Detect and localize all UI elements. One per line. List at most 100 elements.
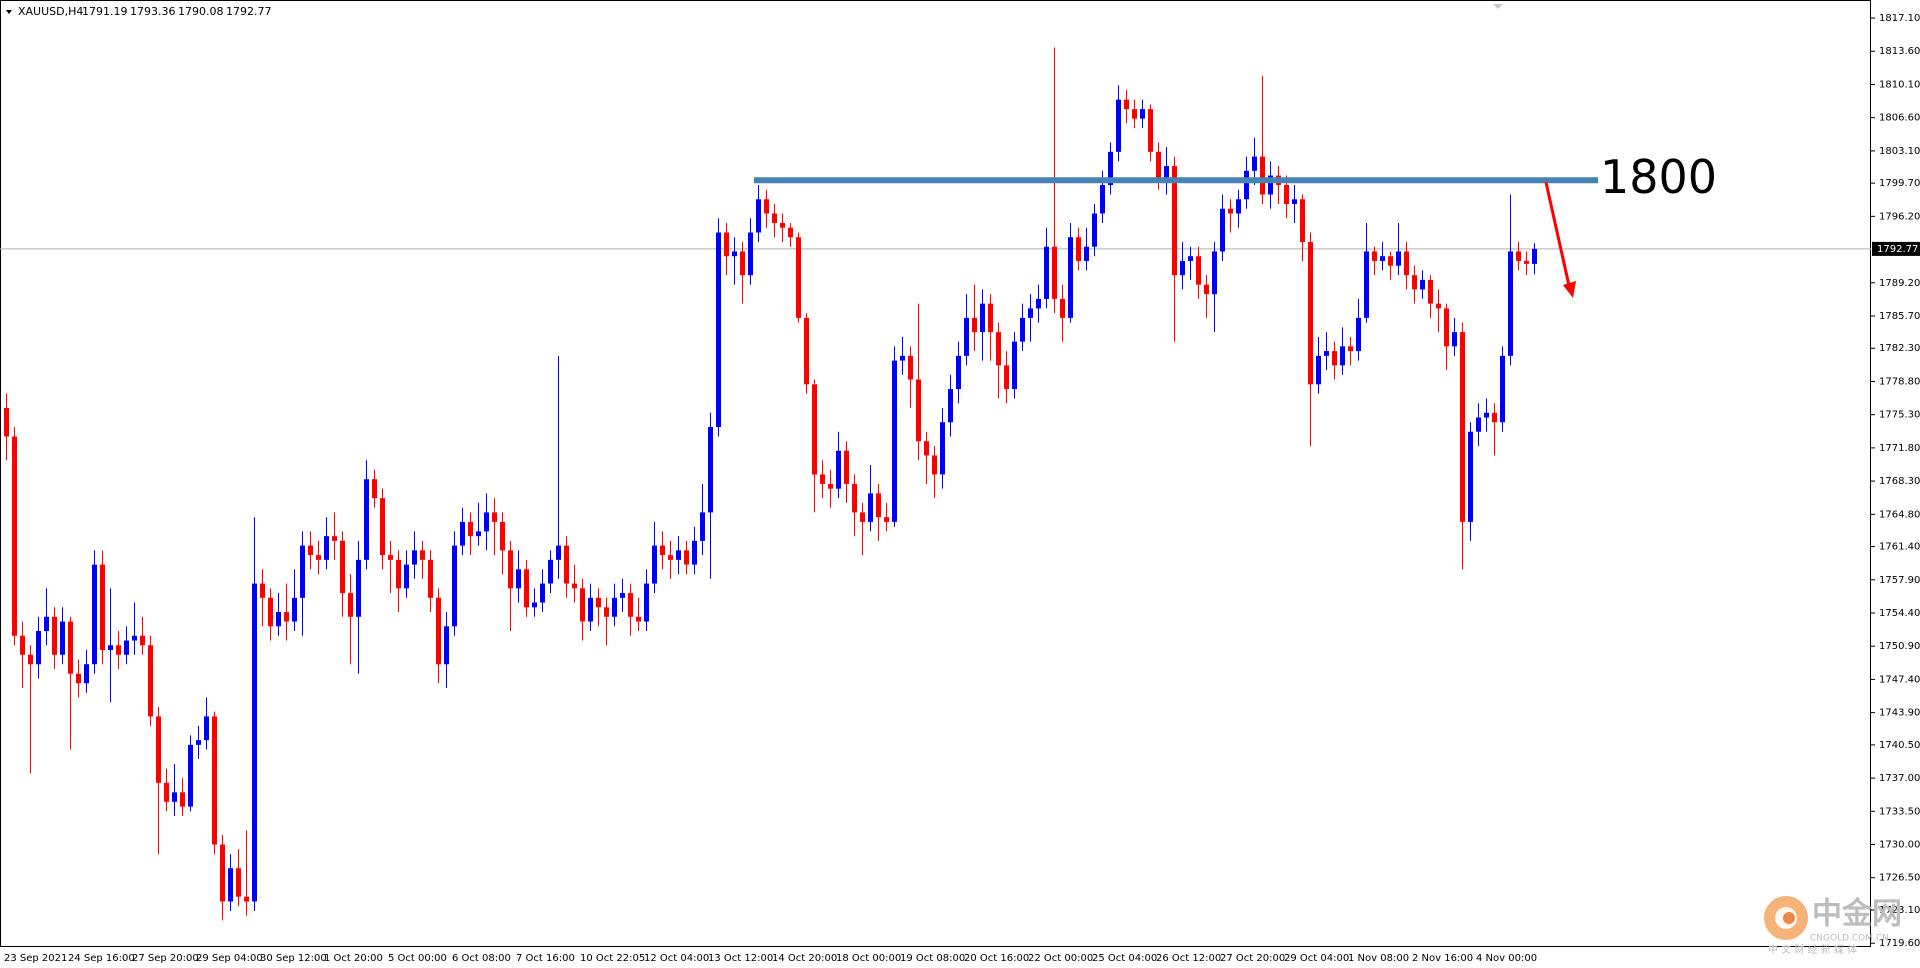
candle-body — [1116, 99, 1121, 152]
y-tick-label: 1799.70 — [1879, 178, 1920, 189]
candle-body — [236, 868, 241, 897]
candle-body — [276, 612, 281, 627]
candle-body — [1052, 246, 1057, 299]
candle-body — [996, 332, 1001, 366]
candle-body — [1228, 208, 1233, 214]
candle-body — [140, 635, 145, 646]
candle-body — [556, 545, 561, 560]
candle-body — [1316, 355, 1321, 385]
candle-body — [692, 540, 697, 565]
candle-body — [516, 569, 521, 589]
candle-body — [1436, 303, 1441, 309]
candle-body — [1284, 185, 1289, 205]
candle-body — [404, 564, 409, 589]
x-tick-label: 22 Oct 00:00 — [1028, 953, 1093, 964]
candle-body — [620, 593, 625, 598]
candle-body — [1500, 355, 1505, 423]
candle-body — [1060, 298, 1065, 318]
candle-body — [132, 635, 137, 641]
x-tick-label: 14 Oct 20:00 — [772, 953, 837, 964]
current-price-label: 1792.77 — [1877, 244, 1918, 255]
candle-body — [1444, 308, 1449, 347]
candle-body — [420, 550, 425, 560]
candle-body — [468, 521, 473, 537]
candle-body — [76, 673, 81, 684]
candle-body — [68, 621, 73, 674]
y-tick-label: 1782.30 — [1879, 343, 1920, 354]
candle-body — [572, 583, 577, 589]
candle-body — [812, 384, 817, 475]
candle-body — [1220, 208, 1225, 252]
candle-body — [444, 626, 449, 665]
candle-body — [732, 251, 737, 257]
x-tick-label: 30 Sep 12:00 — [260, 953, 327, 964]
y-tick-label: 1810.10 — [1879, 79, 1920, 90]
candle-body — [588, 597, 593, 622]
y-tick-label: 1750.90 — [1879, 641, 1920, 652]
candle-body — [1420, 279, 1425, 290]
y-tick-label: 1768.30 — [1879, 476, 1920, 487]
candle-body — [924, 441, 929, 456]
candle-body — [212, 716, 217, 845]
candle-body — [252, 583, 257, 902]
candle-body — [772, 213, 777, 223]
candle-body — [196, 740, 201, 745]
candle-body — [628, 593, 633, 617]
candle-body — [684, 550, 689, 565]
candle-body — [804, 317, 809, 385]
candle-body — [1524, 260, 1529, 264]
candle-body — [796, 237, 801, 318]
candles — [4, 47, 1537, 921]
candle-body — [580, 588, 585, 622]
candle-body — [1020, 317, 1025, 342]
candle-body — [148, 645, 153, 717]
candle-body — [1188, 256, 1193, 261]
candle-body — [180, 792, 185, 807]
y-tick-label: 1813.60 — [1879, 46, 1920, 57]
candle-body — [308, 545, 313, 556]
x-tick-label: 19 Oct 08:00 — [900, 953, 965, 964]
y-tick-label: 1747.40 — [1879, 674, 1920, 685]
candle-body — [228, 868, 233, 902]
candle-body — [1124, 99, 1129, 110]
candle-body — [676, 550, 681, 560]
candle-body — [396, 559, 401, 589]
candle-body — [316, 555, 321, 560]
candle-body — [788, 227, 793, 238]
candle-body — [1212, 251, 1217, 295]
candle-body — [748, 232, 753, 276]
y-tick-label: 1754.40 — [1879, 608, 1920, 619]
y-tick-label: 1764.80 — [1879, 509, 1920, 520]
candle-body — [564, 545, 569, 584]
candle-body — [940, 422, 945, 475]
y-tick-label: 1726.50 — [1879, 873, 1920, 884]
candle-body — [1508, 251, 1513, 356]
candle-body — [956, 355, 961, 390]
high-label: 1793.36 — [130, 5, 176, 18]
candle-body — [876, 493, 881, 518]
candle-body — [1252, 156, 1257, 171]
candle-body — [1156, 151, 1161, 181]
candle-body — [172, 792, 177, 802]
candle-body — [868, 493, 873, 522]
candle-body — [668, 555, 673, 560]
candle-body — [1356, 317, 1361, 352]
candle-body — [1364, 251, 1369, 318]
y-tick-label: 1761.40 — [1879, 542, 1920, 553]
y-tick-label: 1803.10 — [1879, 146, 1920, 157]
candle-body — [92, 564, 97, 665]
scroll-marker — [1493, 4, 1503, 9]
y-tick-label: 1778.80 — [1879, 376, 1920, 387]
candle-body — [1148, 109, 1153, 152]
candle-body — [636, 616, 641, 622]
candle-body — [340, 540, 345, 594]
candle-body — [612, 597, 617, 617]
candle-body — [164, 782, 169, 802]
candle-body — [372, 479, 377, 499]
candle-body — [828, 483, 833, 489]
y-tick-label: 1775.30 — [1879, 410, 1920, 421]
candle-body — [1308, 241, 1313, 385]
resistance-label: 1800 — [1600, 150, 1717, 204]
